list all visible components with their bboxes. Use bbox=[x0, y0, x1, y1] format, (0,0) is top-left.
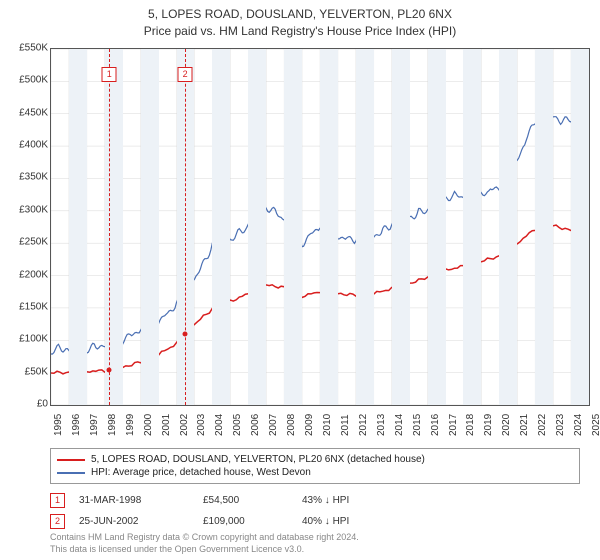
x-tick-label: 2022 bbox=[537, 414, 548, 436]
x-tick-label: 2024 bbox=[573, 414, 584, 436]
x-tick-label: 2025 bbox=[591, 414, 600, 436]
y-tick-label: £150K bbox=[19, 301, 48, 312]
x-tick-label: 2000 bbox=[143, 414, 154, 436]
legend-label: HPI: Average price, detached house, West… bbox=[91, 467, 311, 478]
y-tick-label: £100K bbox=[19, 334, 48, 345]
y-tick-label: £550K bbox=[19, 43, 48, 54]
year-shade bbox=[392, 49, 410, 405]
x-tick-label: 2011 bbox=[340, 414, 351, 436]
x-tick-label: 2019 bbox=[483, 414, 494, 436]
x-tick-label: 2005 bbox=[232, 414, 243, 436]
y-tick-label: £250K bbox=[19, 237, 48, 248]
x-tick-label: 1998 bbox=[107, 414, 118, 436]
year-shade bbox=[356, 49, 374, 405]
legend-label: 5, LOPES ROAD, DOUSLAND, YELVERTON, PL20… bbox=[91, 454, 425, 465]
x-tick-label: 1997 bbox=[89, 414, 100, 436]
sale-row-marker: 1 bbox=[50, 493, 65, 508]
y-tick-label: £300K bbox=[19, 204, 48, 215]
x-tick-label: 2013 bbox=[376, 414, 387, 436]
x-tick-label: 2020 bbox=[501, 414, 512, 436]
chart-title: 5, LOPES ROAD, DOUSLAND, YELVERTON, PL20… bbox=[0, 0, 600, 40]
legend-box: 5, LOPES ROAD, DOUSLAND, YELVERTON, PL20… bbox=[50, 448, 580, 484]
footnote-line-2: This data is licensed under the Open Gov… bbox=[50, 544, 580, 556]
sale-marker-dot bbox=[107, 367, 112, 372]
x-tick-label: 2023 bbox=[555, 414, 566, 436]
sale-marker-dot bbox=[183, 332, 188, 337]
y-tick-label: £400K bbox=[19, 140, 48, 151]
x-tick-label: 2018 bbox=[465, 414, 476, 436]
legend-row: 5, LOPES ROAD, DOUSLAND, YELVERTON, PL20… bbox=[57, 453, 573, 466]
sale-price: £109,000 bbox=[203, 516, 288, 527]
y-tick-label: £200K bbox=[19, 269, 48, 280]
legend-row: HPI: Average price, detached house, West… bbox=[57, 466, 573, 479]
sale-marker-line bbox=[185, 49, 186, 405]
sale-row-marker: 2 bbox=[50, 514, 65, 529]
title-line-2: Price paid vs. HM Land Registry's House … bbox=[0, 23, 600, 40]
x-tick-label: 2017 bbox=[448, 414, 459, 436]
sale-marker-line bbox=[109, 49, 110, 405]
year-shade bbox=[141, 49, 159, 405]
year-shade bbox=[212, 49, 230, 405]
x-tick-label: 2021 bbox=[519, 414, 530, 436]
footnote: Contains HM Land Registry data © Crown c… bbox=[50, 532, 580, 555]
sale-price: £54,500 bbox=[203, 495, 288, 506]
x-tick-label: 2001 bbox=[161, 414, 172, 436]
footnote-line-1: Contains HM Land Registry data © Crown c… bbox=[50, 532, 580, 544]
title-line-1: 5, LOPES ROAD, DOUSLAND, YELVERTON, PL20… bbox=[0, 6, 600, 23]
year-shade bbox=[428, 49, 446, 405]
year-shade bbox=[571, 49, 589, 405]
sale-delta: 40% ↓ HPI bbox=[302, 516, 382, 527]
x-tick-label: 1995 bbox=[53, 414, 64, 436]
x-tick-label: 2006 bbox=[250, 414, 261, 436]
x-tick-label: 2010 bbox=[322, 414, 333, 436]
x-tick-label: 2015 bbox=[412, 414, 423, 436]
sales-table: 1 31-MAR-1998 £54,500 43% ↓ HPI 2 25-JUN-2002… bbox=[50, 490, 580, 532]
sale-date: 31-MAR-1998 bbox=[79, 495, 189, 506]
sale-marker-number: 2 bbox=[178, 67, 193, 82]
x-tick-label: 2008 bbox=[286, 414, 297, 436]
x-tick-label: 1999 bbox=[125, 414, 136, 436]
year-shade bbox=[105, 49, 123, 405]
x-tick-label: 2014 bbox=[394, 414, 405, 436]
x-tick-label: 2002 bbox=[179, 414, 190, 436]
legend-swatch bbox=[57, 472, 85, 474]
x-tick-label: 1996 bbox=[71, 414, 82, 436]
x-tick-label: 2004 bbox=[214, 414, 225, 436]
year-shade bbox=[535, 49, 553, 405]
x-tick-label: 2012 bbox=[358, 414, 369, 436]
sale-delta: 43% ↓ HPI bbox=[302, 495, 382, 506]
year-shade bbox=[320, 49, 338, 405]
legend-swatch bbox=[57, 459, 85, 461]
x-tick-label: 2003 bbox=[196, 414, 207, 436]
x-tick-label: 2009 bbox=[304, 414, 315, 436]
sale-row: 1 31-MAR-1998 £54,500 43% ↓ HPI bbox=[50, 490, 580, 511]
year-shade bbox=[69, 49, 87, 405]
plot-area: 12 bbox=[50, 48, 590, 406]
y-tick-label: £0 bbox=[37, 399, 48, 410]
sale-marker-number: 1 bbox=[102, 67, 117, 82]
y-tick-label: £350K bbox=[19, 172, 48, 183]
sale-row: 2 25-JUN-2002 £109,000 40% ↓ HPI bbox=[50, 511, 580, 532]
y-tick-label: £500K bbox=[19, 75, 48, 86]
year-shade bbox=[463, 49, 481, 405]
x-tick-label: 2016 bbox=[430, 414, 441, 436]
chart-container: 5, LOPES ROAD, DOUSLAND, YELVERTON, PL20… bbox=[0, 0, 600, 560]
year-shade bbox=[499, 49, 517, 405]
year-shade bbox=[284, 49, 302, 405]
sale-date: 25-JUN-2002 bbox=[79, 516, 189, 527]
y-tick-label: £50K bbox=[25, 366, 48, 377]
x-tick-label: 2007 bbox=[268, 414, 279, 436]
year-shade bbox=[248, 49, 266, 405]
y-tick-label: £450K bbox=[19, 107, 48, 118]
